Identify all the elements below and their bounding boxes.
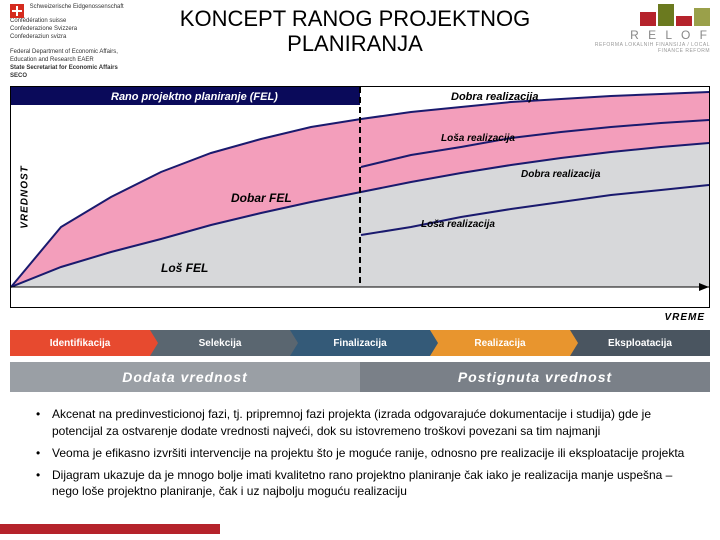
y-axis-label: VREDNOST bbox=[19, 166, 30, 230]
phase-4: Eksploatacija bbox=[570, 330, 710, 356]
footer-bar bbox=[0, 524, 220, 534]
bullet-1: Veoma je efikasno izvršiti intervencije … bbox=[36, 445, 692, 461]
svg-text:Dobra realizacija: Dobra realizacija bbox=[451, 91, 538, 103]
swiss-dept: Federal Department of Economic Affairs, … bbox=[10, 49, 118, 63]
svg-text:Loš FEL: Loš FEL bbox=[161, 261, 208, 275]
phase-0: Identifikacija bbox=[10, 330, 150, 356]
relof-bars bbox=[580, 4, 710, 26]
value-row: Dodata vrednostPostignuta vrednost bbox=[10, 362, 710, 392]
swiss-line4: Confederaziun svizra bbox=[10, 34, 66, 40]
relof-text: R E L O F bbox=[580, 28, 710, 42]
svg-text:Loša realizacija: Loša realizacija bbox=[421, 219, 495, 230]
relof-sub: REFORMA LOKALNIH FINANSIJA / LOCAL FINAN… bbox=[580, 42, 710, 54]
x-axis-label: VREME bbox=[664, 312, 705, 323]
bullet-list: Akcenat na predinvesticionoj fazi, tj. p… bbox=[36, 406, 692, 499]
value-cell-1: Postignuta vrednost bbox=[360, 362, 710, 392]
fel-chart: VREDNOST VREME Rano projektno planiranje… bbox=[10, 86, 710, 308]
swiss-logo: Schweizerische Eidgenossenschaft Confédé… bbox=[10, 4, 130, 80]
swiss-line1: Schweizerische Eidgenossenschaft bbox=[30, 4, 124, 10]
svg-text:Rano projektno planiranje (FEL: Rano projektno planiranje (FEL) bbox=[111, 91, 278, 103]
svg-text:Loša realizacija: Loša realizacija bbox=[441, 133, 515, 144]
svg-text:Dobar FEL: Dobar FEL bbox=[231, 191, 292, 205]
phase-1: Selekcija bbox=[150, 330, 290, 356]
swiss-line2: Confédération suisse bbox=[10, 18, 66, 24]
svg-text:Dobra realizacija: Dobra realizacija bbox=[521, 169, 601, 180]
swiss-seco: State Secretariat for Economic Affairs S… bbox=[10, 65, 118, 79]
phase-2: Finalizacija bbox=[290, 330, 430, 356]
bullet-0: Akcenat na predinvesticionoj fazi, tj. p… bbox=[36, 406, 692, 438]
chart-svg: Rano projektno planiranje (FEL) Dobra rea… bbox=[11, 87, 709, 307]
slide-header: Schweizerische Eidgenossenschaft Confédé… bbox=[0, 0, 720, 82]
phase-row: IdentifikacijaSelekcijaFinalizacijaReali… bbox=[10, 330, 710, 356]
relof-logo: R E L O F REFORMA LOKALNIH FINANSIJA / L… bbox=[580, 4, 710, 54]
phase-3: Realizacija bbox=[430, 330, 570, 356]
value-cell-0: Dodata vrednost bbox=[10, 362, 360, 392]
page-title: KONCEPT RANOG PROJEKTNOG PLANIRANJA bbox=[130, 4, 580, 59]
bullet-2: Dijagram ukazuje da je mnogo bolje imati… bbox=[36, 467, 692, 499]
swiss-cross-icon bbox=[10, 4, 24, 18]
swiss-line3: Confederazione Svizzera bbox=[10, 26, 77, 32]
